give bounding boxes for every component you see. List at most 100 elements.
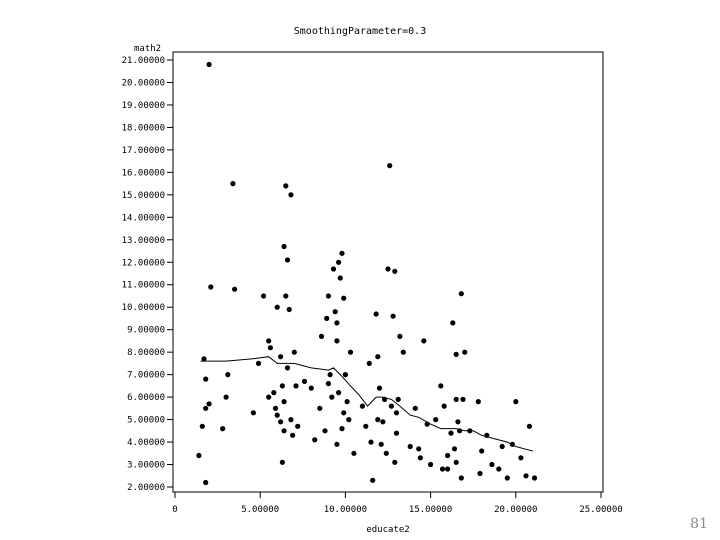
y-tick-label: 4.00000 <box>127 438 165 448</box>
data-point <box>448 431 453 436</box>
data-point <box>489 462 494 467</box>
data-point <box>280 460 285 465</box>
data-point <box>287 307 292 312</box>
data-point <box>225 372 230 377</box>
data-point <box>445 466 450 471</box>
y-tick-label: 6.00000 <box>127 393 165 403</box>
data-point <box>450 320 455 325</box>
data-point <box>295 424 300 429</box>
data-point <box>324 316 329 321</box>
data-point <box>334 338 339 343</box>
data-point <box>500 444 505 449</box>
data-point <box>382 397 387 402</box>
data-point <box>462 350 467 355</box>
data-point <box>196 453 201 458</box>
x-tick-label: 15.00000 <box>409 505 452 515</box>
data-point <box>288 192 293 197</box>
y-tick-label: 3.00000 <box>127 461 165 471</box>
data-point <box>425 422 430 427</box>
data-point <box>460 397 465 402</box>
data-point <box>392 460 397 465</box>
y-tick-label: 19.00000 <box>122 101 165 111</box>
data-point <box>290 433 295 438</box>
data-point <box>292 350 297 355</box>
data-point <box>375 417 380 422</box>
data-point <box>336 390 341 395</box>
data-point <box>438 383 443 388</box>
data-point <box>266 338 271 343</box>
y-tick-label: 2.00000 <box>127 483 165 493</box>
data-point <box>396 397 401 402</box>
data-point <box>457 428 462 433</box>
data-point <box>343 372 348 377</box>
data-point <box>387 163 392 168</box>
data-point <box>513 399 518 404</box>
y-tick-label: 18.00000 <box>122 123 165 133</box>
data-point <box>467 428 472 433</box>
data-point <box>394 431 399 436</box>
data-point <box>433 417 438 422</box>
data-point <box>523 473 528 478</box>
data-point <box>397 334 402 339</box>
data-point <box>408 444 413 449</box>
data-point <box>282 428 287 433</box>
data-point <box>207 401 212 406</box>
data-point <box>283 183 288 188</box>
data-point <box>329 395 334 400</box>
data-point <box>224 395 229 400</box>
y-tick-label: 5.00000 <box>127 416 165 426</box>
chart-title: SmoothingParameter=0.3 <box>294 26 426 37</box>
y-tick-label: 8.00000 <box>127 348 165 358</box>
data-point <box>280 383 285 388</box>
data-point <box>377 386 382 391</box>
data-point <box>232 287 237 292</box>
data-point <box>322 428 327 433</box>
data-point <box>394 410 399 415</box>
data-point <box>454 460 459 465</box>
data-point <box>338 275 343 280</box>
y-tick-label: 11.00000 <box>122 281 165 291</box>
data-point <box>312 437 317 442</box>
data-point <box>532 475 537 480</box>
data-point <box>278 354 283 359</box>
data-point <box>385 266 390 271</box>
y-tick-label: 9.00000 <box>127 326 165 336</box>
data-point <box>275 305 280 310</box>
data-point <box>479 448 484 453</box>
data-point <box>379 442 384 447</box>
data-point <box>348 350 353 355</box>
data-point <box>251 410 256 415</box>
data-point <box>510 442 515 447</box>
y-tick-label: 20.00000 <box>122 78 165 88</box>
data-point <box>334 320 339 325</box>
x-tick-label: 0 <box>172 505 177 515</box>
data-point <box>333 309 338 314</box>
data-point <box>203 377 208 382</box>
data-point <box>452 446 457 451</box>
data-point <box>282 399 287 404</box>
data-point <box>370 478 375 483</box>
data-point <box>413 406 418 411</box>
data-point <box>418 455 423 460</box>
data-point <box>261 293 266 298</box>
data-point <box>454 397 459 402</box>
data-point <box>345 399 350 404</box>
data-point <box>275 413 280 418</box>
data-point <box>201 356 206 361</box>
data-point <box>518 455 523 460</box>
data-point <box>401 350 406 355</box>
data-point <box>421 338 426 343</box>
y-tick-label: 21.00000 <box>122 56 165 66</box>
data-point <box>200 424 205 429</box>
data-point <box>302 379 307 384</box>
data-point <box>374 311 379 316</box>
data-point <box>367 361 372 366</box>
y-tick-label: 7.00000 <box>127 371 165 381</box>
x-axis-label: educate2 <box>366 525 409 535</box>
data-point <box>230 181 235 186</box>
data-point <box>484 433 489 438</box>
smoothing-line <box>201 357 533 451</box>
data-point <box>496 466 501 471</box>
data-point <box>328 372 333 377</box>
